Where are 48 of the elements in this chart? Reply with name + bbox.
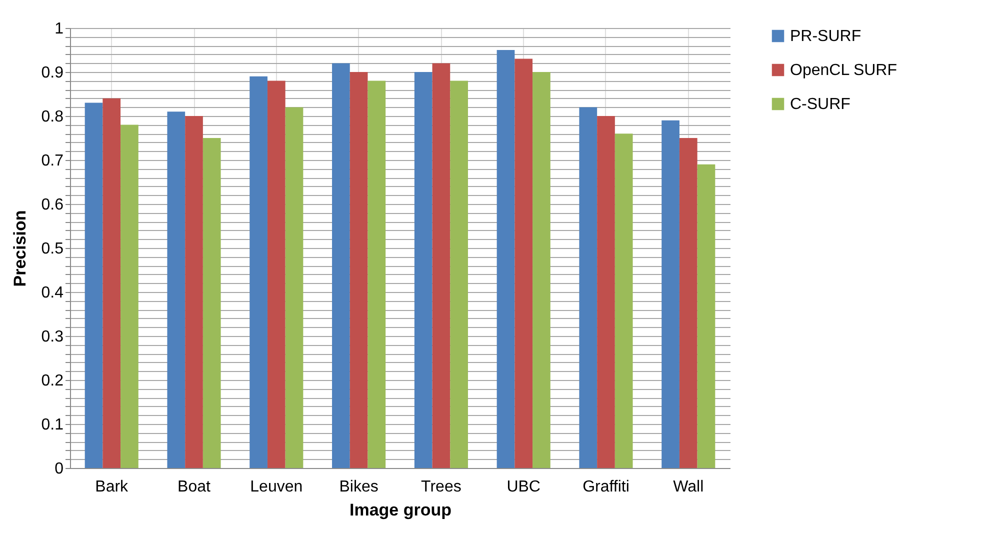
y-tick-label: 0.3 [41,328,64,346]
bar [579,107,598,468]
bar [102,98,121,468]
bar [267,80,286,468]
y-axis-title: Precision [10,210,30,287]
bar [614,134,633,468]
y-tick-label: 0.2 [41,372,64,390]
bar [185,116,203,468]
legend-label: PR-SURF [790,28,862,45]
x-tick-label: Wall [673,478,704,496]
x-axis-title: Image group [349,500,452,520]
bar [120,124,138,468]
bar [285,107,304,468]
bar [662,120,680,468]
bar [450,80,468,468]
y-tick-label: 0.1 [41,416,64,434]
x-tick-label: Trees [421,478,462,496]
bar [250,76,268,468]
bar [332,63,350,468]
bar [532,72,550,468]
y-tick-label: 0.6 [41,196,64,214]
bar [679,138,698,468]
bar [597,116,615,468]
bar [414,72,432,468]
bar [350,72,368,468]
y-tick-label: 0.4 [41,284,64,302]
bar [167,112,186,468]
x-tick-label: Leuven [250,478,303,496]
y-tick-label: 0.9 [41,64,64,82]
bar [368,80,386,468]
y-tick-label: 0.5 [41,240,64,258]
bar [432,63,450,468]
x-tick-label: Bark [95,478,130,496]
legend-label: OpenCL SURF [790,62,898,79]
x-tick-label: UBC [506,478,540,496]
bar [84,102,103,468]
bar [496,50,515,468]
bar [202,138,221,468]
y-tick-label: 0.7 [41,152,64,170]
y-tick-label: 1 [54,20,64,38]
bar [514,58,533,468]
legend-label: C-SURF [790,96,851,113]
y-tick-label: 0.8 [41,108,64,126]
y-tick-label: 0 [54,460,64,478]
x-tick-label: Bikes [339,478,378,496]
bar [697,164,716,468]
x-tick-label: Boat [178,478,212,496]
x-tick-label: Graffiti [582,478,630,496]
